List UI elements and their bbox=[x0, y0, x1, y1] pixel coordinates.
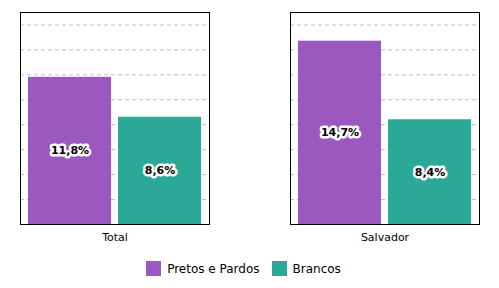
html-text:Pretos e Pardos: Pretos e Pardos bbox=[167, 261, 260, 276]
svg-text:8,6%: 8,6% bbox=[145, 164, 176, 177]
svg-text:Salvador: Salvador bbox=[361, 231, 410, 244]
html-text:Brancos: Brancos bbox=[292, 261, 341, 276]
svg-text:Total: Total bbox=[101, 231, 128, 244]
svg-text:14,7%: 14,7% bbox=[321, 126, 359, 139]
svg-text:11,8%: 11,8% bbox=[51, 144, 89, 157]
svg-text:8,4%: 8,4% bbox=[415, 166, 446, 179]
